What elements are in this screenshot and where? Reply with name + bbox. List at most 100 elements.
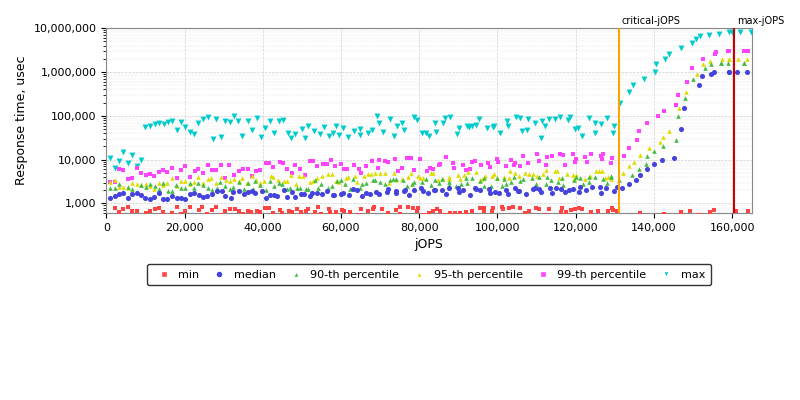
Point xyxy=(626,82,639,88)
Point xyxy=(569,126,582,132)
Point xyxy=(522,171,535,178)
Point xyxy=(267,174,280,180)
Point xyxy=(482,160,494,166)
Point xyxy=(366,206,379,212)
Point xyxy=(322,206,335,212)
Point xyxy=(113,158,126,165)
Point xyxy=(394,210,406,217)
Point xyxy=(135,182,148,188)
Text: max-jOPS: max-jOPS xyxy=(737,16,785,26)
Point xyxy=(371,164,384,171)
Point xyxy=(300,208,313,214)
Point xyxy=(498,176,510,182)
Point xyxy=(598,175,611,181)
Point xyxy=(662,216,675,222)
Point xyxy=(691,71,704,77)
Point xyxy=(369,170,382,176)
Point xyxy=(675,126,688,132)
Point xyxy=(242,208,255,214)
Point xyxy=(104,212,117,219)
Point xyxy=(407,187,420,193)
Point xyxy=(537,171,550,178)
Point xyxy=(104,179,117,185)
Point xyxy=(394,204,407,210)
Point xyxy=(519,210,532,216)
Point xyxy=(249,178,262,184)
Point xyxy=(222,162,235,168)
Point xyxy=(390,176,402,183)
Point xyxy=(704,61,717,68)
Point xyxy=(580,159,593,166)
Point xyxy=(264,178,277,184)
Point xyxy=(108,178,121,185)
Point xyxy=(652,112,665,119)
Point xyxy=(273,159,286,166)
Point xyxy=(223,119,236,125)
Point xyxy=(289,130,302,137)
Point xyxy=(569,156,582,162)
Point xyxy=(254,209,266,216)
Point xyxy=(308,177,321,183)
Point xyxy=(738,48,750,54)
Point xyxy=(552,179,565,185)
Point xyxy=(535,135,548,142)
Point xyxy=(192,120,205,126)
Point xyxy=(302,122,314,129)
Point xyxy=(463,123,476,130)
Point xyxy=(503,205,516,211)
Point xyxy=(346,176,359,182)
Point xyxy=(360,190,373,196)
Point xyxy=(291,185,304,191)
Point xyxy=(219,175,232,181)
Point xyxy=(417,175,430,181)
Point xyxy=(602,207,614,214)
Point xyxy=(642,145,655,152)
Point xyxy=(273,207,286,214)
Point xyxy=(670,137,682,143)
Point xyxy=(242,180,254,186)
Point xyxy=(554,186,567,192)
Point xyxy=(245,209,258,216)
Point xyxy=(218,183,231,190)
Point xyxy=(546,153,558,160)
Point xyxy=(202,162,214,168)
Point xyxy=(367,176,380,183)
Point xyxy=(330,123,342,129)
Point xyxy=(446,160,459,166)
Point xyxy=(178,178,191,184)
Point xyxy=(174,184,187,191)
Point xyxy=(338,166,350,173)
Point xyxy=(286,189,298,195)
Point xyxy=(521,127,534,133)
Point xyxy=(526,175,538,181)
Point xyxy=(481,125,494,132)
Point xyxy=(640,153,653,159)
Point xyxy=(478,175,490,182)
Point xyxy=(263,192,276,198)
Point xyxy=(500,163,513,169)
Point xyxy=(722,69,735,75)
Point xyxy=(161,196,174,202)
Point xyxy=(463,192,476,198)
Point xyxy=(143,182,156,189)
Point xyxy=(315,211,328,218)
Point xyxy=(634,210,646,216)
Point xyxy=(482,186,495,192)
Point xyxy=(674,209,687,215)
Point xyxy=(508,162,521,168)
Point xyxy=(486,173,498,180)
Point xyxy=(135,182,148,188)
Point xyxy=(342,192,355,198)
Point xyxy=(704,209,717,215)
Point xyxy=(702,32,715,38)
Point xyxy=(539,162,552,168)
Point xyxy=(606,205,619,211)
Point xyxy=(731,69,744,75)
Point xyxy=(697,61,710,68)
Point xyxy=(463,166,476,173)
Point xyxy=(210,115,222,122)
Point xyxy=(487,123,500,130)
Point xyxy=(272,177,285,183)
Point xyxy=(574,184,586,190)
Point xyxy=(320,188,333,194)
